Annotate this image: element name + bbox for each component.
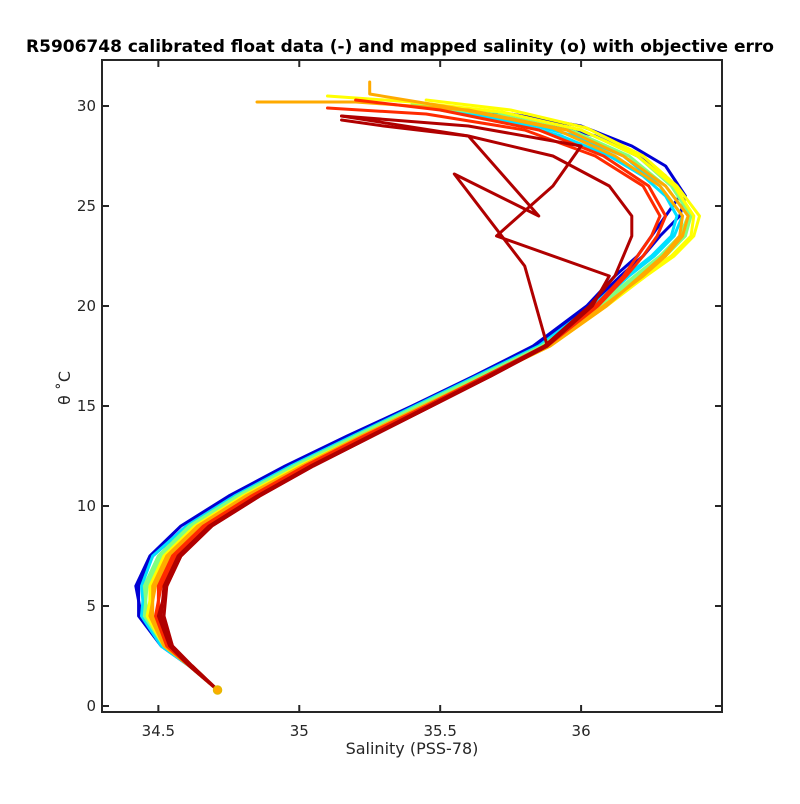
- x-tick-label: 34.5: [142, 722, 175, 740]
- y-tick-label: 30: [77, 97, 96, 115]
- axes-box: [101, 59, 723, 713]
- x-tick-label: 35.5: [423, 722, 456, 740]
- x-tick-label: 35: [290, 722, 309, 740]
- y-tick-label: 5: [86, 597, 96, 615]
- y-tick-label: 15: [77, 397, 96, 415]
- marker-layer: [212, 685, 223, 695]
- series-line-15: [162, 114, 611, 692]
- series-layer: [134, 80, 701, 692]
- x-tick-label: 36: [572, 722, 591, 740]
- y-tick-label: 20: [77, 297, 96, 315]
- mapped-salinity-point: [212, 685, 223, 695]
- x-axis-label: Salinity (PSS-78): [346, 739, 479, 758]
- chart-title: R5906748 calibrated float data (-) and m…: [26, 37, 774, 57]
- y-tick-label: 10: [77, 497, 96, 515]
- tick-layer: 34.5 35 35.5 36 0 5 10 15 20 25 30: [77, 60, 722, 740]
- plot-area: [102, 60, 722, 712]
- y-axis-label: θ ˚C: [55, 371, 74, 405]
- y-tick-label: 25: [77, 197, 96, 215]
- y-tick-label: 0: [86, 697, 96, 715]
